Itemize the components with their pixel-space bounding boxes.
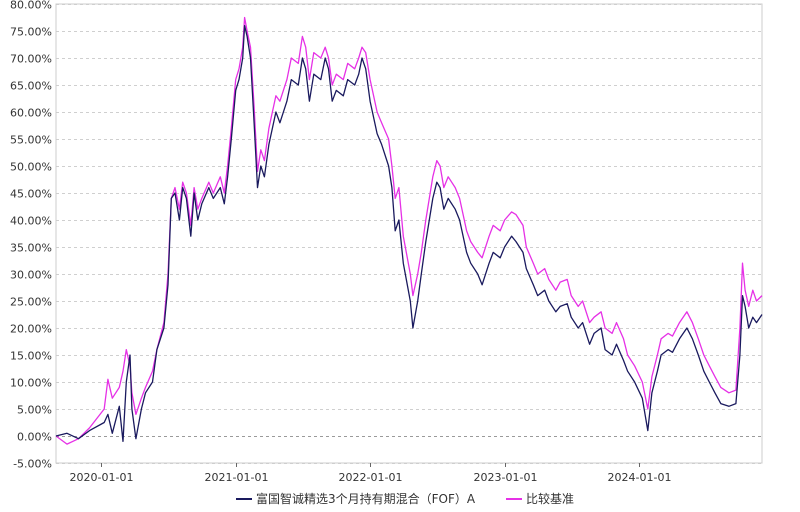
- legend: 富国智诚精选3个月持有期混合（FOF）A 比较基准: [236, 491, 574, 506]
- y-tick-label: 35.00%: [10, 242, 52, 255]
- series-line-benchmark: [55, 16, 763, 445]
- y-tick-label: 20.00%: [10, 323, 52, 336]
- x-tick-label: 2022-01-01: [339, 471, 403, 484]
- y-tick-label: 75.00%: [10, 26, 52, 39]
- x-tick-label: 2023-01-01: [474, 471, 538, 484]
- grid-layer: [56, 4, 762, 464]
- legend-label: 比较基准: [526, 491, 574, 506]
- y-tick-label: 30.00%: [10, 269, 52, 282]
- x-tick-label: 2024-01-01: [608, 471, 672, 484]
- y-tick-label: 0.00%: [17, 431, 52, 444]
- y-tick-label: 40.00%: [10, 215, 52, 228]
- y-tick-label: 15.00%: [10, 350, 52, 363]
- plot-frame: [55, 3, 763, 464]
- legend-label: 富国智诚精选3个月持有期混合（FOF）A: [256, 491, 476, 506]
- y-tick-label: 45.00%: [10, 188, 52, 201]
- x-tick-label: 2021-01-01: [205, 471, 269, 484]
- y-tick-label: 10.00%: [10, 377, 52, 390]
- y-tick-label: -5.00%: [13, 458, 52, 471]
- series-layer: [55, 16, 763, 445]
- series-line-fund: [55, 24, 763, 443]
- y-tick-label: 80.00%: [10, 0, 52, 12]
- y-tick-label: 50.00%: [10, 161, 52, 174]
- axis-layer: -5.00% 0.00% 5.00% 10.00% 15.00% 20.00% 25.00%…: [10, 0, 763, 484]
- y-tick-label: 65.00%: [10, 80, 52, 93]
- y-tick-label: 70.00%: [10, 53, 52, 66]
- y-tick-label: 5.00%: [17, 404, 52, 417]
- x-tick-label: 2020-01-01: [70, 471, 134, 484]
- y-tick-label: 25.00%: [10, 296, 52, 309]
- y-tick-label: 60.00%: [10, 107, 52, 120]
- y-tick-label: 55.00%: [10, 134, 52, 147]
